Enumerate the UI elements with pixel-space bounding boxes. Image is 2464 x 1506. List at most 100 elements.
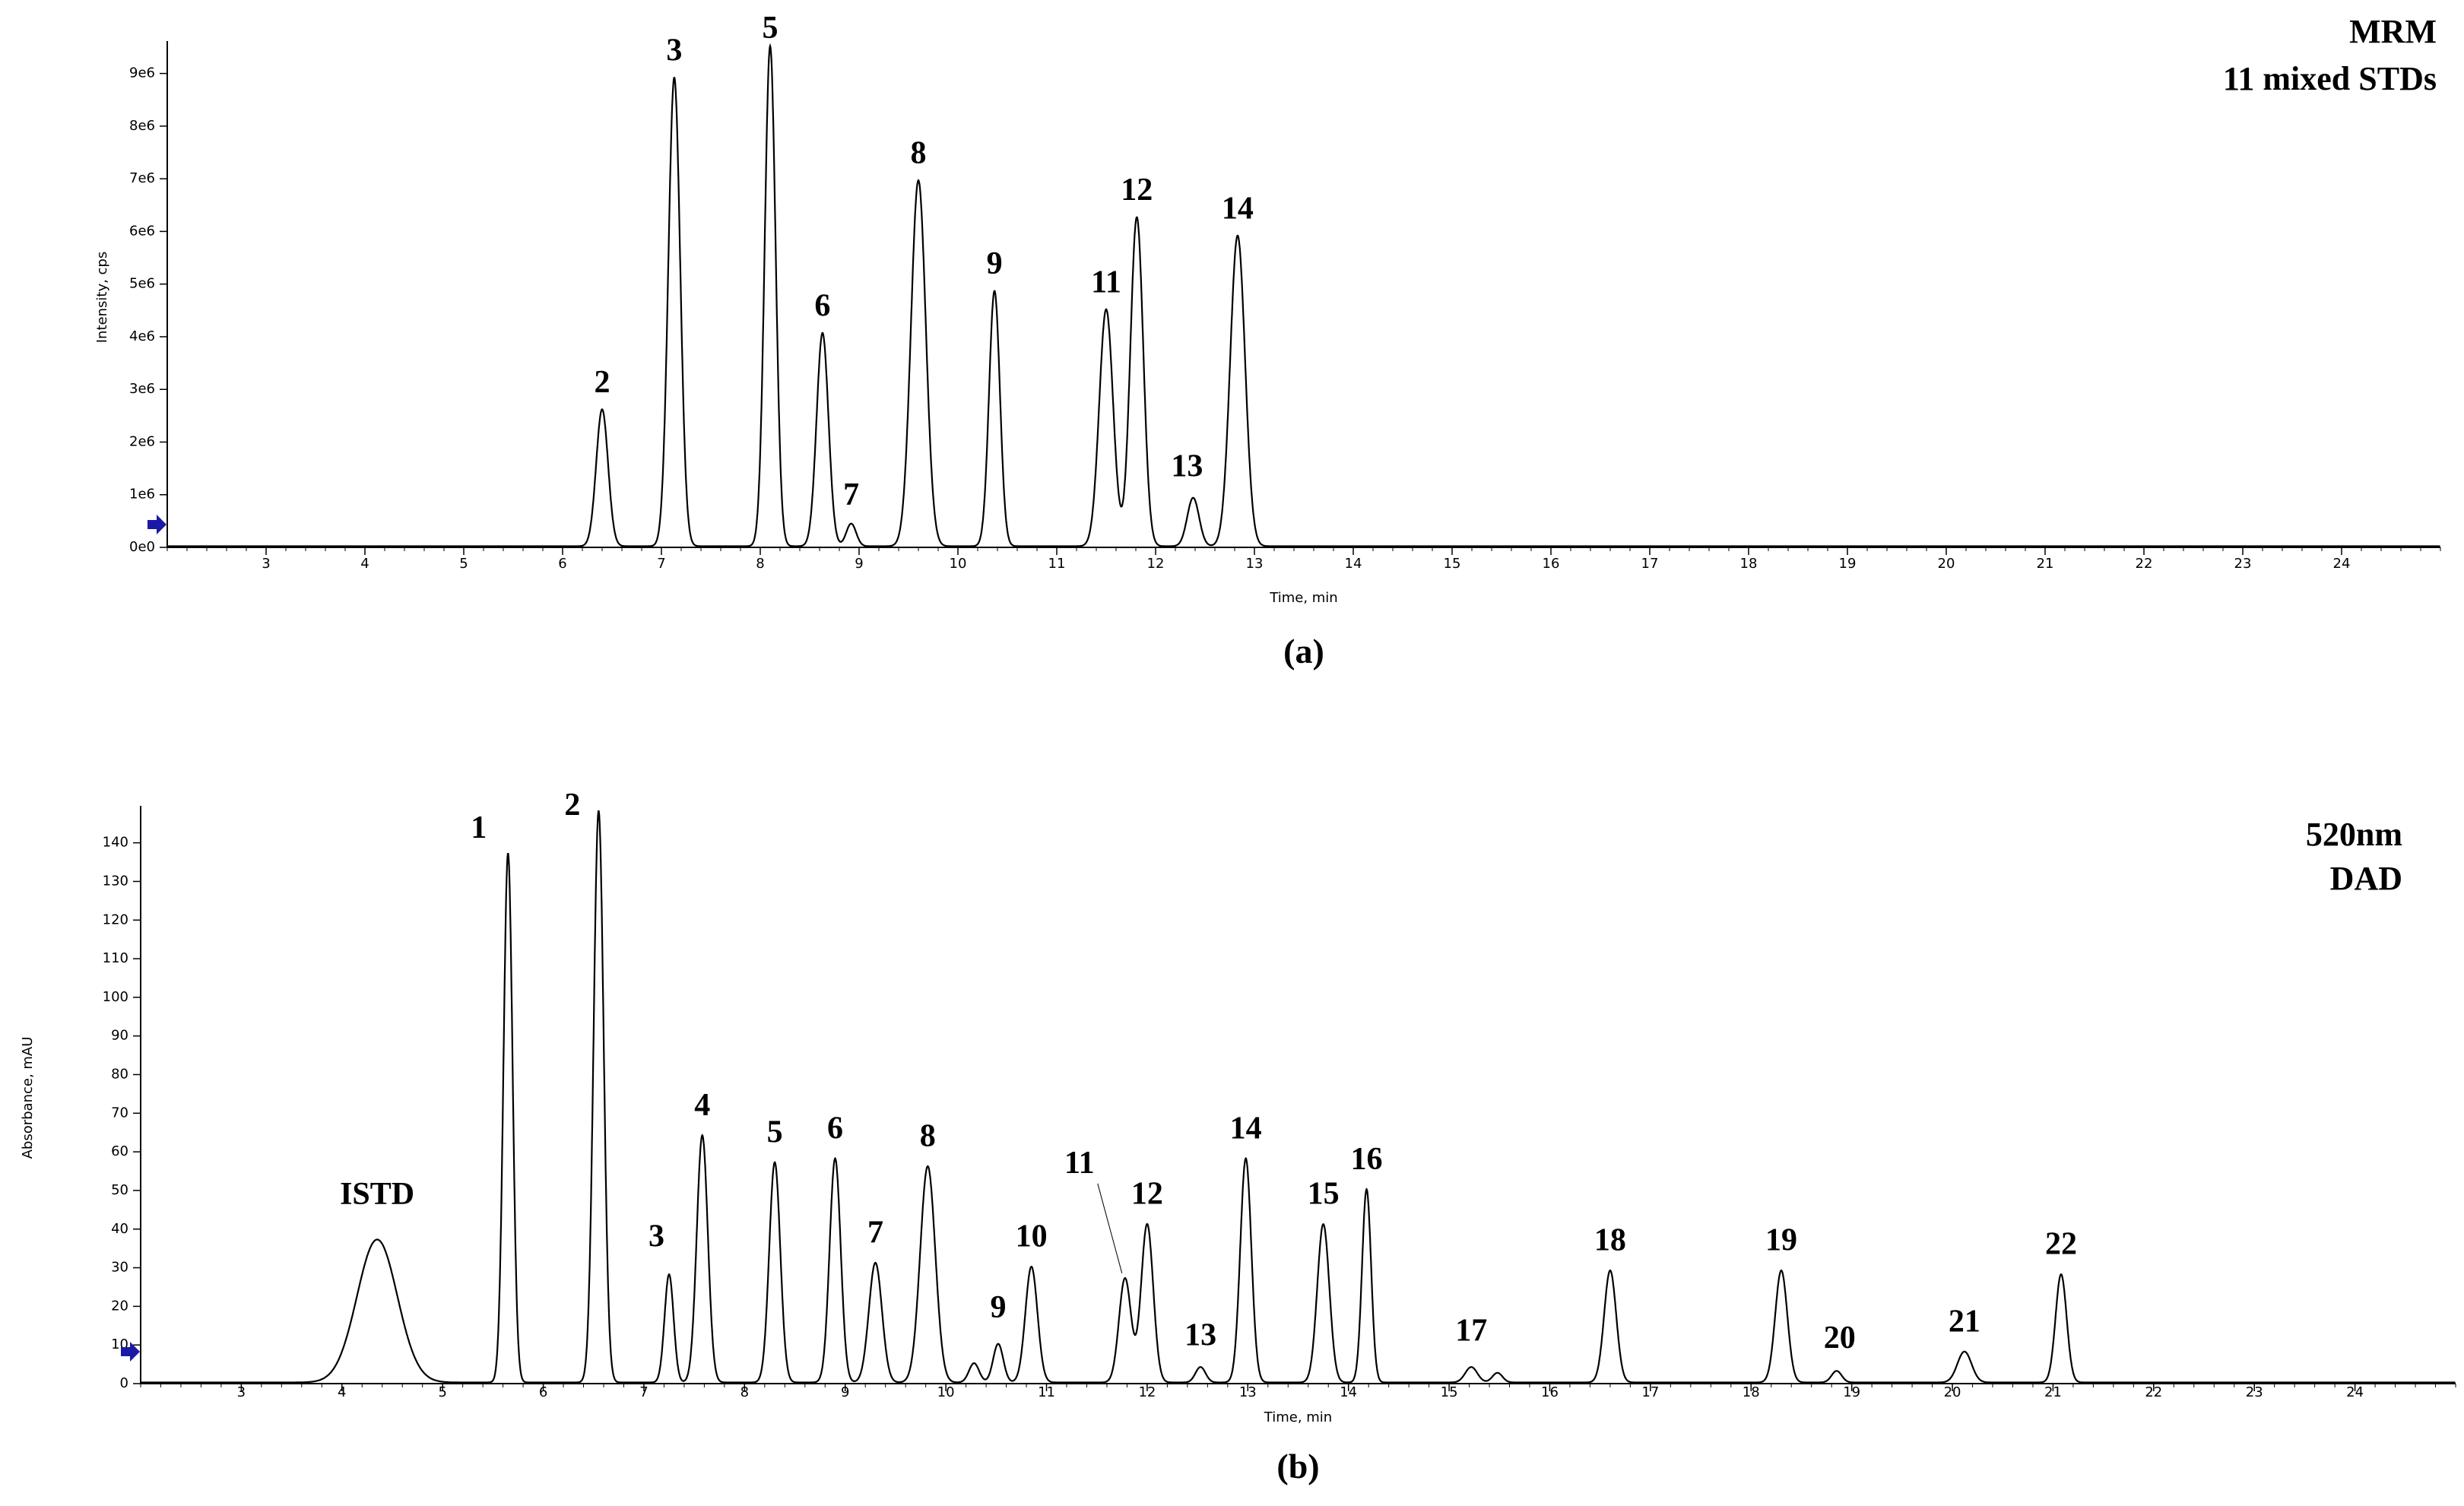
y-tick-label: 5e6 [129,276,155,292]
y-tick-label: 30 [111,1260,128,1276]
x-tick-label: 21 [2037,556,2054,572]
corner-annotation: DAD [2330,860,2402,897]
peak-label: 17 [1455,1314,1487,1349]
corner-annotation: 11 mixed STDs [2223,60,2437,97]
y-tick-label: 2e6 [129,433,155,449]
x-tick-label: 8 [740,1384,749,1400]
x-tick-label: 14 [1345,556,1362,572]
peak-label: 2 [564,788,580,823]
y-tick-label: 80 [111,1067,128,1083]
x-tick-label: 17 [1641,556,1659,572]
panel-label: (a) [1283,632,1324,671]
peak-label: 9 [987,246,1003,281]
peak-label: 14 [1230,1111,1262,1146]
panel-b: 3 4 5 6 7 8 9 10 11 12 13 14 15 16 17 18 19 20 21 22 23 24010… [20,788,2456,1485]
peak-label: 12 [1131,1177,1163,1212]
peak-label: 22 [2045,1227,2077,1262]
peak-label: 3 [666,33,682,68]
y-tick-label: 0 [120,1375,128,1391]
peak-label: 3 [649,1219,664,1254]
x-tick-label: 19 [1839,556,1857,572]
x-tick-label: 20 [1944,1384,1961,1400]
y-tick-label: 90 [111,1028,128,1044]
x-tick-label: 15 [1444,556,1461,572]
x-tick-label: 9 [841,1384,849,1400]
chromatogram-trace [141,810,2456,1384]
x-tick-label: 24 [2346,1384,2364,1400]
peak-label: 9 [990,1290,1006,1325]
peak-label: 11 [1091,265,1121,300]
y-tick-label: 1e6 [129,487,155,503]
y-tick-label: 140 [103,835,128,851]
peak-label: 2 [595,365,610,400]
x-tick-label: 3 [237,1384,246,1400]
corner-annotation: 520nm [2306,816,2402,853]
chromatogram-trace [167,43,2440,547]
peak-label: 19 [1765,1223,1797,1258]
x-tick-label: 14 [1340,1384,1357,1400]
x-tick-label: 15 [1441,1384,1458,1400]
x-tick-label: 20 [1938,556,1955,572]
y-tick-label: 0e0 [129,539,155,555]
peak-label: 14 [1222,191,1254,226]
peak-label: 21 [1949,1304,1980,1339]
peak-label: 10 [1016,1219,1048,1254]
x-tick-label: 9 [855,556,863,572]
x-tick-label: 8 [756,556,764,572]
peak-label: ISTD [340,1177,414,1212]
x-tick-label: 23 [2234,556,2252,572]
peak-label: 5 [763,11,779,46]
x-tick-label: 22 [2145,1384,2162,1400]
x-tick-label: 6 [539,1384,547,1400]
x-tick-label: 11 [1048,556,1066,572]
y-tick-label: 7e6 [129,170,155,186]
peak-label: 13 [1171,449,1203,484]
x-tick-label: 13 [1239,1384,1257,1400]
peak-label: 8 [911,136,927,171]
y-axis-title: Intensity, cps [94,252,110,344]
panel-a: 3 4 5 6 7 8 9 10 11 12 13 14 15 16 17 18 19 20 21 22 23 240e0… [94,11,2441,671]
peak-label: 1 [471,810,487,845]
y-tick-label: 6e6 [129,223,155,239]
x-tick-label: 13 [1246,556,1264,572]
y-tick-label: 4e6 [129,328,155,344]
x-tick-label: 7 [639,1384,648,1400]
y-tick-label: 50 [111,1182,128,1198]
x-tick-label: 24 [2333,556,2351,572]
x-tick-label: 7 [657,556,665,572]
corner-annotation: MRM [2349,13,2437,50]
y-tick-label: 9e6 [129,65,155,81]
x-tick-label: 18 [1740,556,1758,572]
x-tick-label: 12 [1147,556,1165,572]
x-tick-label: 10 [950,556,967,572]
peak-label: 20 [1824,1321,1856,1355]
y-tick-label: 70 [111,1105,128,1121]
x-tick-label: 11 [1038,1384,1055,1400]
peak-label: 6 [814,288,830,323]
x-axis-title: Time, min [1269,590,1337,606]
x-tick-label: 16 [1541,1384,1559,1400]
x-tick-label: 16 [1543,556,1560,572]
peak-label: 11 [1064,1146,1095,1181]
baseline-marker-arrow [121,1342,140,1362]
x-tick-label: 4 [338,1384,346,1400]
x-tick-label: 4 [360,556,369,572]
baseline-marker-arrow [147,515,166,534]
peak-label: 12 [1121,173,1153,208]
peak-label: 7 [843,477,859,512]
x-tick-label: 21 [2044,1384,2062,1400]
x-tick-label: 17 [1641,1384,1659,1400]
y-tick-label: 20 [111,1298,128,1314]
peak-label: 15 [1308,1177,1340,1212]
x-tick-label: 23 [2246,1384,2263,1400]
y-tick-label: 40 [111,1221,128,1237]
y-tick-label: 120 [103,912,128,927]
x-tick-label: 12 [1138,1384,1156,1400]
x-tick-label: 6 [558,556,566,572]
y-axis-title: Absorbance, mAU [20,1037,36,1159]
x-tick-label: 3 [262,556,270,572]
y-tick-label: 8e6 [129,118,155,134]
peak-label: 13 [1184,1318,1216,1353]
y-tick-label: 3e6 [129,381,155,397]
